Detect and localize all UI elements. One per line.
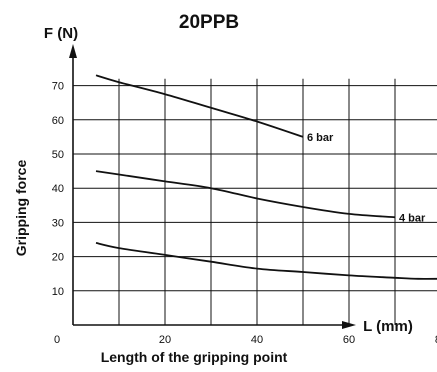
- x-tick-label: 40: [251, 334, 263, 346]
- y-tick-label: 60: [52, 115, 64, 127]
- series-label: 4 bar: [399, 212, 426, 224]
- y-tick-label: 30: [52, 217, 64, 229]
- y-tick-label: 20: [52, 252, 64, 264]
- x-unit-label: L (mm): [363, 318, 413, 335]
- series-label: 6 bar: [307, 132, 334, 144]
- y-axis-arrow: [69, 44, 77, 58]
- series-line: [95, 242, 437, 280]
- chart-title: 20PPB: [179, 12, 239, 33]
- axes: [69, 44, 356, 329]
- grid: [73, 78, 437, 325]
- y-tick-label: 10: [52, 286, 64, 298]
- x-tick-label: 60: [343, 334, 355, 346]
- x-tick-label: 20: [159, 334, 171, 346]
- series: [95, 74, 437, 280]
- origin-label: 0: [54, 334, 60, 346]
- y-tick-label: 70: [52, 81, 64, 93]
- y-axis-title: Gripping force: [13, 160, 29, 257]
- series-line: [95, 170, 396, 219]
- y-tick-label: 40: [52, 183, 64, 195]
- series-line: [95, 74, 304, 138]
- x-axis-arrow: [342, 321, 356, 329]
- x-axis-title: Length of the gripping point: [101, 349, 288, 365]
- y-unit-label: F (N): [44, 25, 78, 42]
- y-tick-label: 50: [52, 149, 64, 161]
- x-tick-label: 80: [435, 334, 437, 346]
